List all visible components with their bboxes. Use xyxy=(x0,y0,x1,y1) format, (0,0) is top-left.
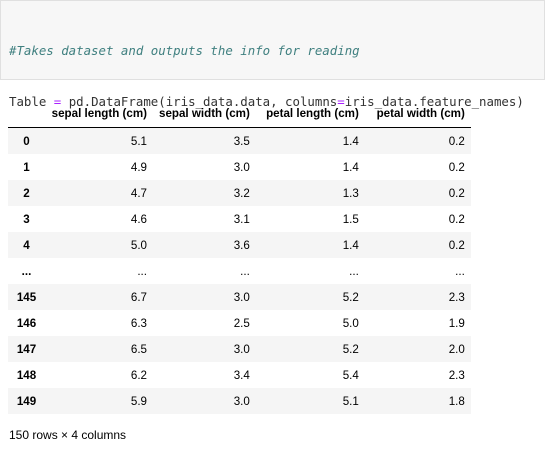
table-cell: 3.0 xyxy=(233,342,250,356)
code-line-comment: #Takes dataset and outputs the info for … xyxy=(9,42,544,59)
table-row: 2 4.7 3.2 1.3 0.2 xyxy=(8,180,471,206)
table-cell: 6.5 xyxy=(130,342,147,356)
table-cell: 6.7 xyxy=(130,290,147,304)
table-cell: 3.5 xyxy=(233,134,250,148)
table-row: 146 6.3 2.5 5.0 1.9 xyxy=(8,310,471,336)
table-cell: 5.4 xyxy=(342,368,359,382)
table-cell: 4.9 xyxy=(130,160,147,174)
table-cell: 3.4 xyxy=(233,368,250,382)
row-index: 1 xyxy=(23,160,30,174)
table-cell: ... xyxy=(349,264,359,278)
row-index: 2 xyxy=(23,186,30,200)
row-index: 0 xyxy=(23,134,30,148)
row-index: 149 xyxy=(16,394,37,408)
table-cell: 1.4 xyxy=(342,238,359,252)
table-row: 0 5.1 3.5 1.4 0.2 xyxy=(8,127,471,154)
row-index: 147 xyxy=(16,342,37,356)
column-header: petal length (cm) xyxy=(255,100,365,128)
table-row: 148 6.2 3.4 5.4 2.3 xyxy=(8,362,471,388)
table-cell: 3.0 xyxy=(233,160,250,174)
table-row: 149 5.9 3.0 5.1 1.8 xyxy=(8,388,471,414)
row-index: 145 xyxy=(16,290,37,304)
table-cell: 5.1 xyxy=(342,394,359,408)
index-header xyxy=(8,100,45,128)
row-index: 4 xyxy=(23,238,30,252)
table-cell: 3.1 xyxy=(233,212,250,226)
code-line-expression: Table xyxy=(9,195,544,212)
table-cell: 4.7 xyxy=(130,186,147,200)
table-cell: 5.2 xyxy=(342,342,359,356)
table-row: 145 6.7 3.0 5.2 2.3 xyxy=(8,284,471,310)
table-cell: 1.4 xyxy=(342,160,359,174)
table-cell: 0.2 xyxy=(448,238,465,252)
table-cell: 0.2 xyxy=(448,160,465,174)
row-index: 148 xyxy=(16,368,37,382)
table-cell: 6.2 xyxy=(130,368,147,382)
row-index: ... xyxy=(21,264,32,278)
table-row: 4 5.0 3.6 1.4 0.2 xyxy=(8,232,471,258)
table-cell: 0.2 xyxy=(448,186,465,200)
table-cell: 3.6 xyxy=(233,238,250,252)
table-cell: 1.5 xyxy=(342,212,359,226)
table-row: ............... xyxy=(8,258,471,284)
code-cell[interactable]: #Takes dataset and outputs the info for … xyxy=(0,0,545,211)
table-cell: 5.0 xyxy=(342,316,359,330)
column-header: petal width (cm) xyxy=(364,100,471,128)
table-cell: 3.0 xyxy=(233,394,250,408)
table-cell: 1.8 xyxy=(448,394,465,408)
table-cell: 1.4 xyxy=(342,134,359,148)
row-index: 3 xyxy=(23,212,30,226)
table-row: 147 6.5 3.0 5.2 2.0 xyxy=(8,336,471,362)
table-cell: 2.3 xyxy=(448,368,465,382)
table-cell: 1.9 xyxy=(448,316,465,330)
code-expression: Table xyxy=(9,196,47,211)
table-cell: 6.3 xyxy=(130,316,147,330)
table-cell: 1.3 xyxy=(342,186,359,200)
table-row: 3 4.6 3.1 1.5 0.2 xyxy=(8,206,471,232)
table-cell: 3.2 xyxy=(233,186,250,200)
table-cell: 2.3 xyxy=(448,290,465,304)
table-row: 1 4.9 3.0 1.4 0.2 xyxy=(8,154,471,180)
table-cell: 5.0 xyxy=(130,238,147,252)
row-index: 146 xyxy=(16,316,37,330)
dataframe-dimensions: 150 rows × 4 columns xyxy=(9,428,127,442)
table-body: 0 5.1 3.5 1.4 0.2 1 4.9 3.0 1.4 0.2 2 4.7 3.2 1.3 0.2 3… xyxy=(8,127,471,414)
table-cell: 5.1 xyxy=(130,134,147,148)
table-cell: 2.0 xyxy=(448,342,465,356)
table-cell: 5.2 xyxy=(342,290,359,304)
table-cell: ... xyxy=(137,264,147,278)
table-cell: 0.2 xyxy=(448,212,465,226)
column-header: sepal length (cm) xyxy=(45,100,153,128)
table-cell: 0.2 xyxy=(448,134,465,148)
cell-output: sepal length (cm) sepal width (cm) petal… xyxy=(8,100,471,414)
table-header-row: sepal length (cm) sepal width (cm) petal… xyxy=(8,100,471,128)
table-cell: 5.9 xyxy=(130,394,147,408)
column-header: sepal width (cm) xyxy=(153,100,256,128)
code-comment: #Takes dataset and outputs the info for … xyxy=(9,43,360,58)
table-cell: 3.0 xyxy=(233,290,250,304)
table-cell: 4.6 xyxy=(130,212,147,226)
dataframe-table: sepal length (cm) sepal width (cm) petal… xyxy=(8,100,471,414)
table-cell: 2.5 xyxy=(233,316,250,330)
table-cell: ... xyxy=(240,264,250,278)
table-cell: ... xyxy=(455,264,465,278)
